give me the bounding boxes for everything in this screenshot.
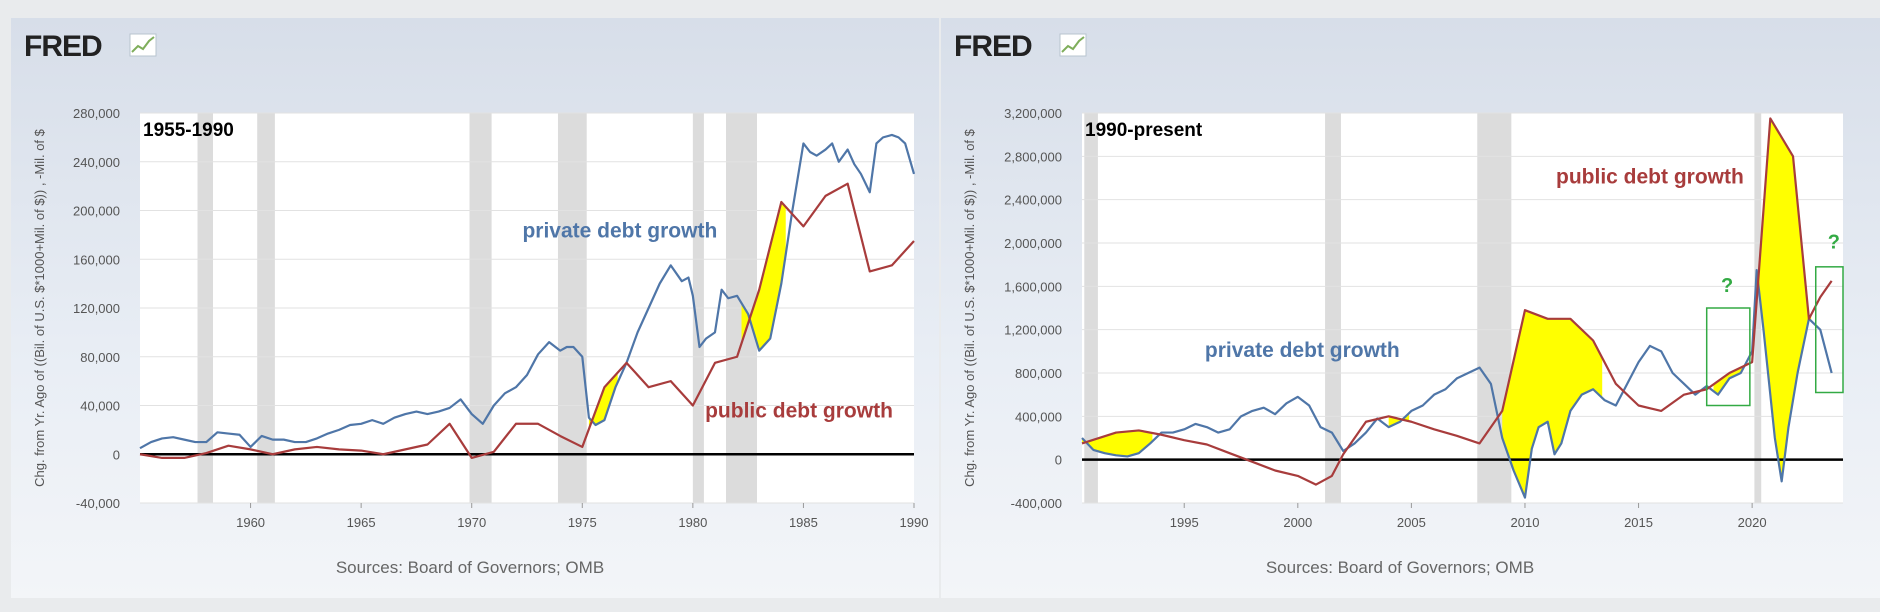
y-tick-label: 80,000 [80,350,120,365]
source-note: Sources: Board of Governors; OMB [336,558,604,577]
public-debt-series-line [139,182,915,460]
gap-fill-region [1502,311,1603,498]
y-tick-label: 40,000 [80,399,120,414]
y-tick-label: 800,000 [1015,366,1062,381]
fred-logo-icon [129,33,157,57]
x-tick-label: 2020 [1738,515,1767,530]
y-tick-label: -400,000 [1011,496,1062,511]
x-tick-label: 2000 [1283,515,1312,530]
question-mark-label: ? [1828,231,1840,253]
y-tick-label: 2,000,000 [1004,236,1062,251]
x-tick-label: 2015 [1624,515,1653,530]
y-tick-label: 200,000 [73,204,120,219]
x-tick-label: 1960 [236,515,265,530]
y-tick-label: 0 [1055,453,1062,468]
question-mark-label: ? [1721,275,1733,297]
y-tick-label: 160,000 [73,252,120,267]
fred-logo: FRED [24,30,102,63]
y-tick-label: 280,000 [73,106,120,121]
y-tick-label: -40,000 [76,496,120,511]
private-debt-growth-label: private debt growth [1205,339,1400,362]
private-debt-growth-label: private debt growth [522,219,717,242]
source-note: Sources: Board of Governors; OMB [1266,558,1534,577]
period-label: 1955-1990 [143,120,234,141]
y-axis-label: Chg. from Yr. Ago of ((Bil. of U.S. $*10… [32,128,47,487]
x-tick-label: 1965 [347,515,376,530]
y-tick-label: 3,200,000 [1004,106,1062,121]
x-tick-label: 1990 [900,515,929,530]
recession-band [1325,113,1341,503]
question-box [1814,266,1844,394]
public-debt-growth-label: public debt growth [705,400,893,423]
fred-logo-icon-line [1061,36,1085,53]
public-debt-series-line [1081,117,1833,486]
y-tick-label: 1,200,000 [1004,323,1062,338]
question-box [1705,307,1751,407]
x-tick-label: 2010 [1511,515,1540,530]
y-tick-label: 0 [113,447,120,462]
x-tick-label: 2005 [1397,515,1426,530]
y-tick-label: 2,400,000 [1004,193,1062,208]
fred-logo-icon-line [131,36,155,53]
y-tick-label: 1,600,000 [1004,279,1062,294]
x-tick-label: 1970 [457,515,486,530]
fred-logo-icon [1059,33,1087,57]
y-tick-label: 400,000 [1015,409,1062,424]
x-tick-label: 1975 [568,515,597,530]
gap-fill-region [588,372,618,430]
recession-band [1754,113,1762,503]
x-tick-label: 1980 [678,515,707,530]
period-label: 1990-present [1085,120,1203,141]
y-tick-label: 240,000 [73,155,120,170]
fred-logo: FRED [954,30,1032,63]
x-tick-label: 1995 [1170,515,1199,530]
chart-2: FRED -400,000 0 400,000 800,000 1,200,000 1,60… [954,30,1844,577]
private-debt-series-line [1081,268,1833,499]
y-tick-label: 2,800,000 [1004,149,1062,164]
public-debt-growth-label: public debt growth [1556,165,1744,188]
gap-fill-region [1082,430,1153,457]
recession-band [1084,113,1098,503]
y-tick-label: 120,000 [73,301,120,316]
private-debt-series-line [139,133,916,450]
x-tick-label: 1985 [789,515,818,530]
y-axis-label: Chg. from Yr. Ago of ((Bil. of U.S. $*10… [962,128,977,487]
chart-1: FRED -40,000 0 40,000 80,000 120,000 160,000 20… [24,30,928,577]
